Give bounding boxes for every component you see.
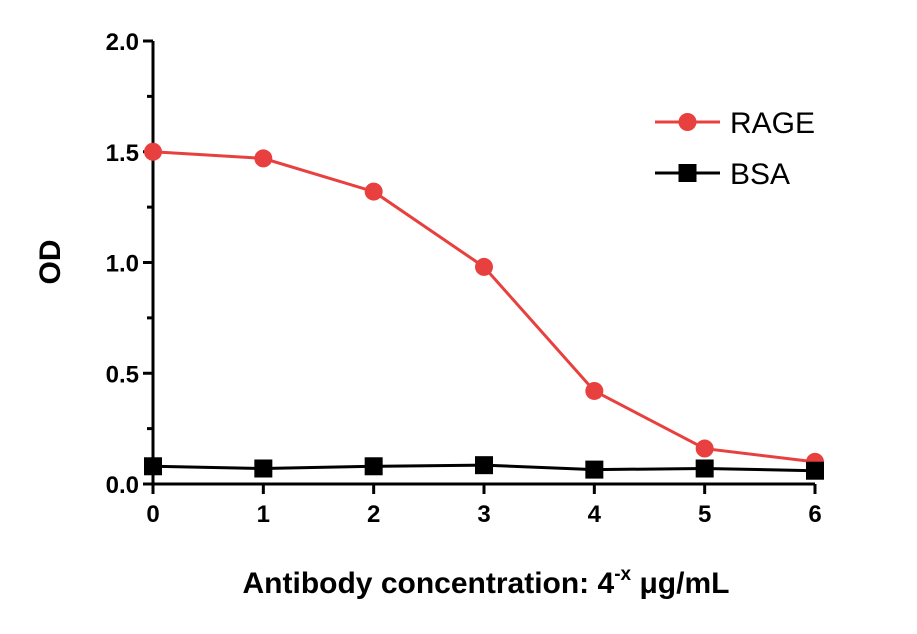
- bsa-point: [806, 461, 824, 480]
- rage-point: [585, 381, 604, 400]
- x-axis-title-superscript: -x: [614, 564, 631, 585]
- legend-label: BSA: [730, 158, 790, 191]
- bsa-point: [695, 459, 714, 478]
- legend-item-bsa: BSA: [655, 158, 790, 191]
- rage-point: [254, 149, 273, 168]
- x-axis: 0 1 2 3 4 5 6: [146, 482, 822, 528]
- x-tick-label: 3: [477, 501, 490, 528]
- y-tick-label: 1.0: [106, 251, 139, 278]
- x-tick-label: 5: [698, 501, 711, 528]
- rage-point: [144, 142, 162, 161]
- bsa-point: [364, 457, 383, 476]
- legend-marker: [678, 113, 697, 131]
- legend-item-rage: RAGE: [655, 107, 815, 140]
- y-tick-label: 0.0: [106, 472, 139, 499]
- x-tick-label: 2: [367, 501, 380, 528]
- y-axis: 0.0 0.5 1.0 1.5 2.0: [106, 29, 155, 499]
- x-axis-title: Antibody concentration: 4-x μg/mL: [243, 564, 730, 600]
- x-tick-label: 4: [588, 501, 602, 528]
- x-tick-label: 6: [808, 501, 821, 528]
- bsa-point: [585, 460, 604, 479]
- legend: RAGE BSA: [655, 107, 815, 191]
- x-tick-label: 1: [257, 501, 270, 528]
- rage-line: [152, 150, 816, 464]
- x-axis-title-prefix: Antibody concentration: 4: [243, 567, 615, 600]
- bsa-point: [144, 457, 162, 476]
- legend-label: RAGE: [730, 107, 815, 140]
- y-axis-title: OD: [34, 240, 67, 285]
- series-bsa: [144, 456, 824, 480]
- series-layer: [144, 142, 824, 480]
- y-tick-label: 1.5: [106, 140, 139, 167]
- rage-point: [475, 257, 493, 276]
- rage-point: [364, 182, 383, 201]
- x-axis-title-suffix: μg/mL: [631, 567, 729, 600]
- bsa-point: [475, 456, 493, 475]
- x-tick-label: 0: [146, 501, 159, 528]
- legend-marker: [678, 164, 697, 182]
- series-rage: [144, 142, 824, 471]
- y-tick-label: 0.5: [106, 361, 139, 388]
- rage-point: [695, 439, 714, 458]
- y-tick-label: 2.0: [106, 29, 139, 56]
- bsa-point: [254, 459, 273, 478]
